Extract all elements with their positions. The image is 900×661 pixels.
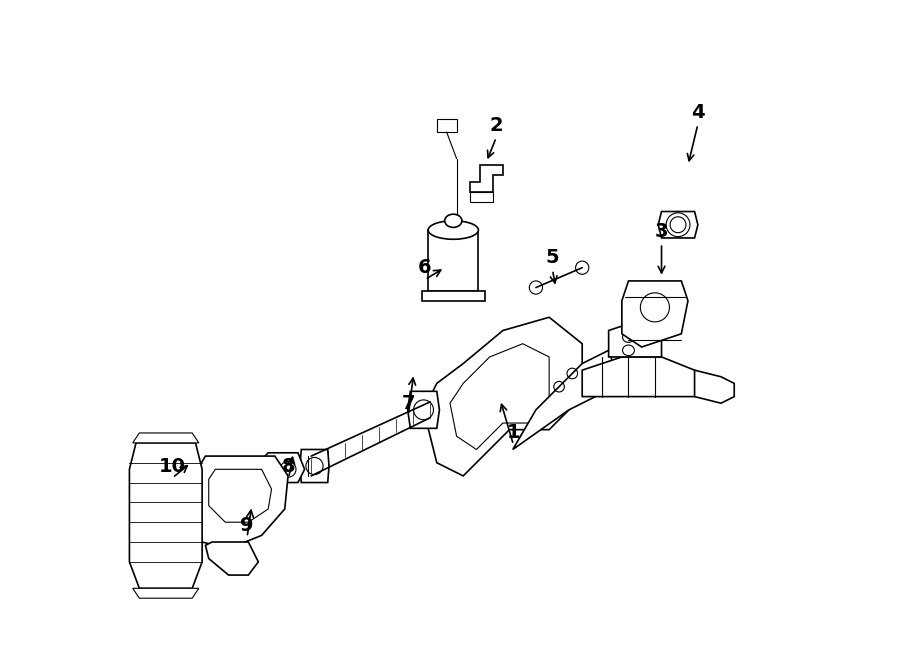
Polygon shape: [470, 192, 493, 202]
Text: 2: 2: [490, 116, 503, 135]
Text: 6: 6: [418, 258, 432, 277]
Ellipse shape: [428, 221, 479, 239]
Text: 4: 4: [691, 103, 705, 122]
Polygon shape: [608, 317, 662, 357]
Ellipse shape: [576, 261, 589, 274]
Polygon shape: [513, 350, 616, 449]
Bar: [428, 230, 479, 291]
Ellipse shape: [445, 214, 462, 227]
Text: 3: 3: [655, 222, 669, 241]
Polygon shape: [424, 317, 582, 476]
Polygon shape: [622, 281, 688, 347]
Polygon shape: [421, 291, 485, 301]
Polygon shape: [195, 456, 288, 549]
Polygon shape: [300, 449, 329, 483]
Polygon shape: [132, 588, 199, 598]
Polygon shape: [436, 119, 456, 132]
Text: 9: 9: [240, 516, 254, 535]
Polygon shape: [262, 453, 304, 496]
Text: 10: 10: [159, 457, 186, 475]
Polygon shape: [658, 212, 698, 238]
Text: 5: 5: [545, 249, 559, 267]
Polygon shape: [132, 433, 199, 443]
Text: 7: 7: [401, 394, 415, 412]
Text: 1: 1: [507, 424, 520, 442]
Text: 8: 8: [282, 457, 295, 475]
Polygon shape: [130, 443, 202, 588]
Polygon shape: [408, 391, 439, 428]
Ellipse shape: [529, 281, 543, 294]
Polygon shape: [695, 370, 734, 403]
Polygon shape: [470, 165, 503, 192]
Polygon shape: [205, 542, 258, 575]
Polygon shape: [582, 357, 701, 397]
